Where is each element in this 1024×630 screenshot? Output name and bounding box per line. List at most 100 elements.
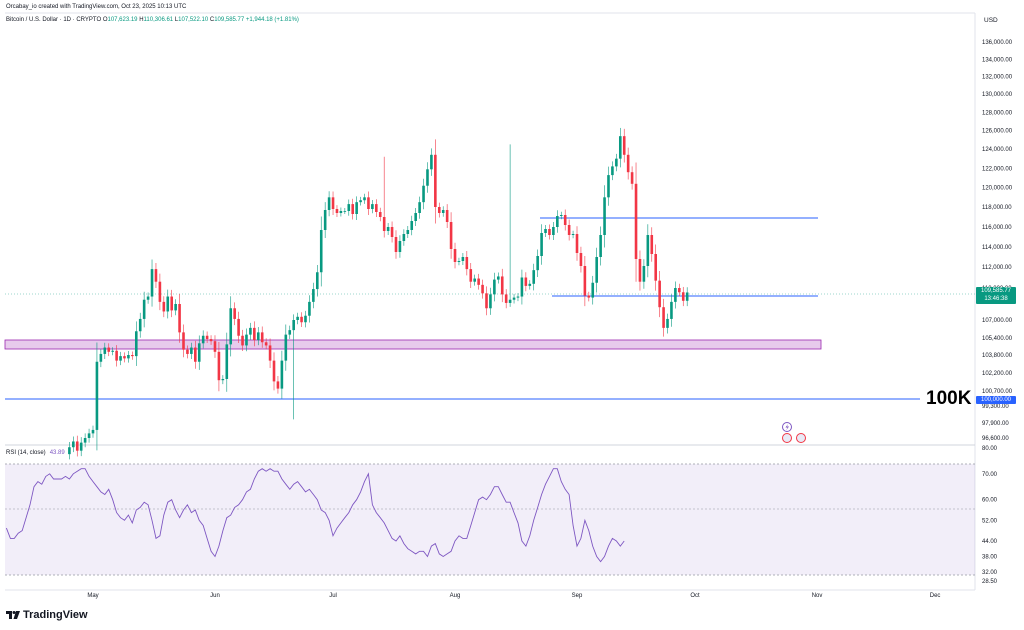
- candle-body: [319, 230, 323, 273]
- candle-body: [213, 341, 217, 352]
- open-value: 107,623.19: [107, 17, 138, 23]
- candle-body: [434, 154, 437, 207]
- candle-body: [587, 295, 591, 298]
- symbol-title[interactable]: Bitcoin / U.S. Dollar · 1D · CRYPTO: [6, 17, 102, 23]
- candle-body: [209, 339, 213, 342]
- candle-body: [194, 347, 197, 362]
- price-axis-ticks: 136,000.00 134,000.00 132,000.00 130,000.00…: [982, 40, 1013, 442]
- candle-body: [536, 256, 539, 271]
- candle-body: [170, 296, 173, 311]
- us-flag-event-icon[interactable]: [782, 433, 792, 443]
- time-tick-label: Dec: [930, 593, 941, 599]
- candle-body: [197, 343, 201, 362]
- rsi-band: [5, 464, 975, 575]
- candle-body: [390, 227, 394, 237]
- candle-body: [253, 327, 256, 341]
- price-tick-label: 102,200.00: [982, 371, 1013, 377]
- time-tick-label: Jun: [210, 593, 220, 599]
- candle-body: [402, 234, 406, 241]
- price-tick-label: 118,000.00: [982, 205, 1012, 211]
- candle-body: [347, 204, 351, 211]
- candle-body: [516, 296, 520, 298]
- rsi-tick-label: 28.50: [982, 579, 998, 585]
- ohlc-legend: Bitcoin / U.S. Dollar · 1D · CRYPTO O107…: [6, 17, 299, 23]
- support-zone: [4, 339, 822, 350]
- candle-body: [378, 212, 382, 217]
- candle-body: [162, 301, 166, 312]
- candle-body: [280, 360, 284, 389]
- candle-body: [205, 335, 209, 340]
- candle-body: [72, 441, 75, 448]
- event-icons[interactable]: [782, 422, 806, 443]
- rsi-tick-label: 70.00: [982, 472, 998, 478]
- price-tick-label: 132,000.00: [982, 75, 1013, 81]
- candle-body: [276, 381, 280, 389]
- candle-body: [79, 442, 83, 451]
- candle-body: [308, 301, 311, 316]
- candle-body: [272, 360, 276, 382]
- time-tick-label: Jul: [329, 593, 337, 599]
- candle-body: [540, 233, 543, 256]
- candle-body: [158, 281, 162, 302]
- candle-body: [142, 299, 146, 319]
- candle-body: [107, 347, 111, 352]
- price-tick-label: 100,700.00: [982, 389, 1013, 395]
- candle-body: [123, 356, 126, 359]
- candle-body: [685, 292, 689, 301]
- candle-body: [493, 279, 496, 295]
- price-tick-label: 99,300.00: [982, 404, 1009, 410]
- candle-body: [284, 334, 288, 361]
- candle-body: [138, 318, 142, 332]
- candle-body: [485, 293, 488, 309]
- candle-body: [422, 185, 425, 203]
- candle-body: [634, 183, 638, 259]
- annotation-100k: 100K: [926, 388, 972, 409]
- candle-body: [335, 209, 339, 213]
- close-label: C: [209, 17, 215, 23]
- candle-body: [599, 235, 602, 257]
- price-tick-label: 116,000.00: [982, 225, 1012, 231]
- candle-body: [375, 204, 378, 212]
- rsi-legend[interactable]: RSI (14, close) 43.89: [6, 450, 65, 456]
- candle-body: [398, 241, 402, 252]
- time-tick-label: Oct: [690, 593, 700, 599]
- rsi-label: RSI (14, close): [6, 450, 46, 456]
- candle-body: [441, 210, 445, 213]
- candle-body: [563, 215, 567, 225]
- price-tick-label: 103,800.00: [982, 353, 1013, 359]
- time-tick-label: Sep: [572, 593, 583, 599]
- candle-body: [134, 331, 138, 357]
- rsi-line: [5, 468, 625, 563]
- rsi-tick-label: 80.00: [982, 446, 998, 452]
- candle-body: [528, 283, 532, 286]
- candle-body: [339, 211, 343, 213]
- candle-body: [115, 350, 118, 361]
- us-flag-event-icon-2[interactable]: [796, 433, 806, 443]
- currency-label[interactable]: USD: [984, 17, 998, 24]
- price-tick-label: 112,000.00: [982, 265, 1012, 271]
- candle-body: [371, 204, 374, 209]
- low-label: L: [174, 17, 179, 23]
- rsi-axis-ticks: 80.00 70.00 60.00 52.00 44.00 38.00 32.00 28.50: [982, 446, 998, 585]
- candle-body: [355, 202, 358, 214]
- candle-body: [630, 172, 634, 184]
- candle-body: [465, 257, 469, 270]
- candle-body: [611, 166, 614, 176]
- candle-body: [68, 447, 71, 455]
- low-value: 107,522.10: [178, 17, 209, 23]
- candle-body: [382, 217, 386, 231]
- candle-body: [473, 278, 476, 282]
- candle-body: [595, 257, 598, 283]
- candle-body: [418, 202, 421, 213]
- rsi-value: 43.89: [49, 450, 65, 456]
- open-label: O: [102, 17, 108, 23]
- candle-body: [363, 197, 366, 201]
- candle-body: [288, 330, 292, 335]
- candle-body: [615, 158, 618, 167]
- candle-body: [662, 307, 665, 328]
- candle-body: [292, 320, 295, 331]
- candle-body: [229, 308, 233, 345]
- candle-body: [469, 269, 473, 282]
- tradingview-logo[interactable]: TradingView: [6, 609, 88, 621]
